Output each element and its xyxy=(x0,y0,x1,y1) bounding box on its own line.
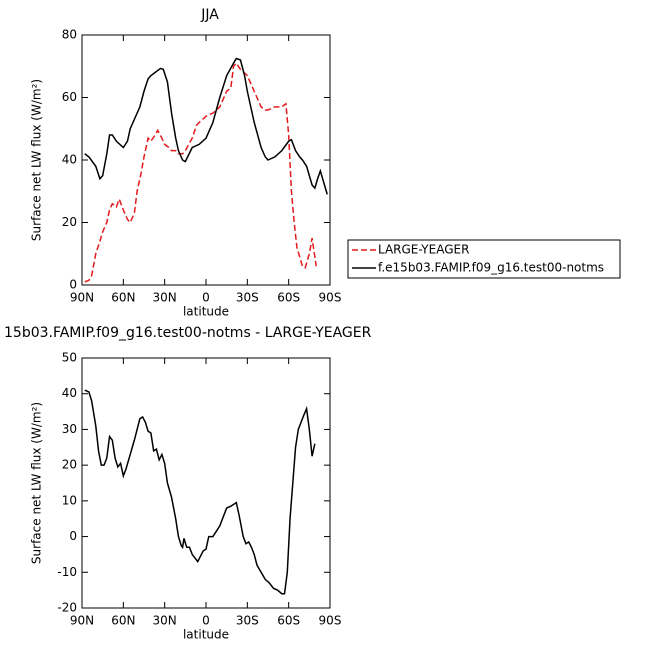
y-tick-label: 20 xyxy=(62,458,77,472)
x-tick-label: 0 xyxy=(202,614,210,628)
x-axis-label: latitude xyxy=(183,305,229,319)
y-tick-label: 0 xyxy=(69,278,77,292)
y-tick-label: 40 xyxy=(62,386,77,400)
y-axis-label: Surface net LW flux (W/m²) xyxy=(30,402,44,564)
x-tick-label: 60S xyxy=(277,614,300,628)
plot-frame xyxy=(81,34,331,286)
data-line xyxy=(84,57,328,195)
data-line xyxy=(84,61,317,283)
x-axis-label: latitude xyxy=(183,628,229,642)
y-tick-label: 10 xyxy=(62,493,77,507)
x-tick-label: 30N xyxy=(153,614,177,628)
x-tick-label: 0 xyxy=(202,291,210,305)
y-tick-label: -10 xyxy=(57,565,77,579)
chart-title: 15b03.FAMIP.f09_g16.test00-notms - LARGE… xyxy=(4,325,372,341)
y-tick-label: 80 xyxy=(62,28,77,42)
x-tick-label: 60S xyxy=(277,291,300,305)
y-tick-label: 0 xyxy=(69,529,77,543)
legend-box xyxy=(347,239,621,279)
x-tick-label: 60N xyxy=(111,291,135,305)
x-tick-label: 90S xyxy=(319,291,342,305)
y-tick-label: 50 xyxy=(62,351,77,365)
y-tick-label: 20 xyxy=(62,215,77,229)
y-tick-label: 60 xyxy=(62,90,77,104)
x-tick-label: 90N xyxy=(70,614,94,628)
y-tick-label: 40 xyxy=(62,153,77,167)
legend-label: f.e15b03.FAMIP.f09_g16.test00-notms xyxy=(378,261,604,275)
y-tick-label: -20 xyxy=(57,601,77,615)
x-tick-label: 60N xyxy=(111,614,135,628)
y-tick-label: 30 xyxy=(62,422,77,436)
x-tick-label: 30S xyxy=(236,614,259,628)
data-line xyxy=(84,389,316,595)
legend-label: LARGE-YEAGER xyxy=(378,243,469,257)
x-tick-label: 30N xyxy=(153,291,177,305)
y-axis-label: Surface net LW flux (W/m²) xyxy=(30,79,44,241)
x-tick-label: 90N xyxy=(70,291,94,305)
chart-title: JJA xyxy=(200,7,219,23)
x-tick-label: 30S xyxy=(236,291,259,305)
x-tick-label: 90S xyxy=(319,614,342,628)
